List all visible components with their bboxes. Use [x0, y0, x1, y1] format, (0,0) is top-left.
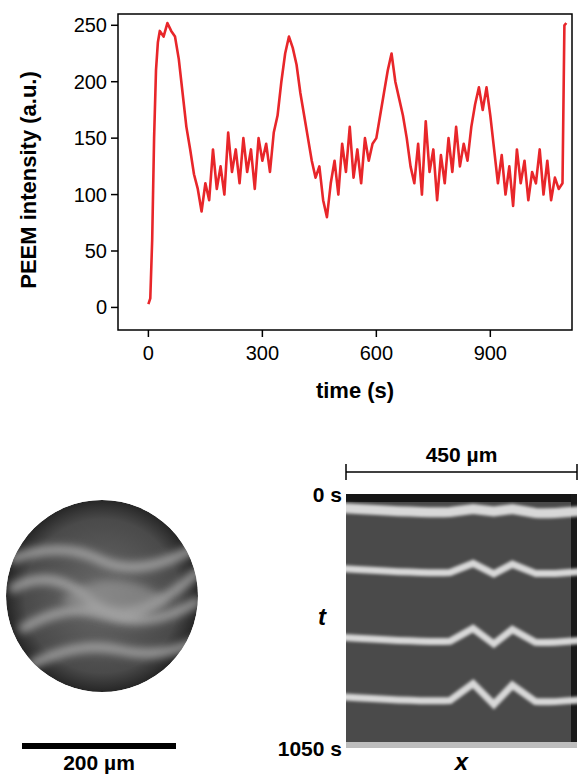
y-tick-label: 50: [85, 240, 107, 262]
kymo-t-label: t: [318, 603, 327, 630]
kymo-top-dark: [346, 494, 577, 502]
y-tick: [111, 250, 118, 252]
kymograph: [346, 494, 577, 748]
x-tick-label: 0: [143, 342, 154, 364]
y-tick-label: 200: [74, 71, 107, 93]
intensity-line: [148, 23, 566, 304]
figure: 0 50 100 150 200 250 0 300 600 900 time (s) PEEM in…: [0, 0, 584, 775]
kymo-width-label: 450 µm: [426, 443, 498, 466]
x-tick: [262, 330, 264, 337]
kymo-front: [346, 563, 577, 573]
x-tick-label: 300: [246, 342, 279, 364]
kymo-time-label: 0 s: [313, 483, 342, 506]
y-tick: [111, 25, 118, 27]
scale-bar-label: 200 µm: [63, 751, 135, 774]
plot-area: [148, 23, 566, 304]
y-tick-label: 150: [74, 127, 107, 149]
x-tick: [376, 330, 378, 337]
plot-frame: [118, 14, 572, 330]
y-tick-label: 100: [74, 184, 107, 206]
kymo-width-cap: [576, 464, 578, 480]
x-tick-label: 900: [474, 342, 507, 364]
scale-bar: [22, 743, 176, 749]
kymo-width-bar: [346, 471, 577, 473]
peem-front: [10, 545, 200, 567]
y-tick: [111, 307, 118, 309]
kymo-width-cap: [345, 464, 347, 480]
x-tick: [148, 330, 150, 337]
kymo-background: [346, 494, 577, 748]
y-tick-label: 0: [96, 296, 107, 318]
kymo-front: [346, 684, 577, 705]
y-tick: [111, 81, 118, 83]
x-axis-title: time (s): [316, 378, 394, 403]
peem-front: [30, 640, 200, 665]
kymo-time-label: 1050 s: [278, 737, 342, 760]
kymo-front: [346, 508, 577, 513]
y-tick-label: 250: [74, 14, 107, 36]
kymo-front: [346, 628, 577, 644]
x-tick: [490, 330, 492, 337]
y-tick: [111, 194, 118, 196]
kymo-fronts: [346, 508, 577, 704]
y-tick: [111, 137, 118, 139]
kymo-x-label: x: [453, 748, 470, 775]
kymo-right-dark: [571, 494, 577, 748]
x-tick-label: 600: [360, 342, 393, 364]
peem-fronts: [10, 545, 200, 665]
peem-image: [6, 500, 200, 692]
peem-bright-area: [60, 580, 170, 620]
y-axis-title: PEEM intensity (a.u.): [16, 71, 41, 289]
